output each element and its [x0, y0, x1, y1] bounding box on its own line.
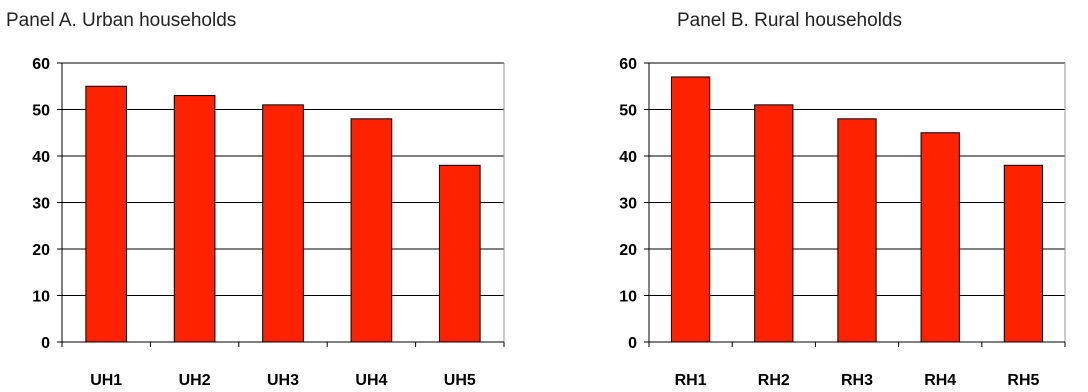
y-tick-label: 20: [619, 242, 637, 259]
y-tick-label: 0: [628, 335, 637, 352]
y-tick-label: 30: [32, 196, 50, 213]
bar-rh4: [920, 132, 960, 343]
bar-uh3: [262, 104, 304, 343]
y-tick-label: 20: [32, 242, 50, 259]
y-tick-label: 40: [619, 149, 637, 166]
panel-rural-households: Panel B. Rural households 0 10 20 30 40 50 60 R…: [619, 10, 1066, 389]
x-tick-label: RH5: [1007, 372, 1039, 389]
bar-rh5: [1003, 164, 1044, 343]
x-tick-label: RH4: [924, 372, 956, 389]
x-tick-label: RH1: [675, 372, 707, 389]
panel-title: Panel B. Rural households: [677, 10, 902, 31]
x-tick-label: UH3: [267, 372, 299, 389]
x-tick-label: RH3: [841, 372, 873, 389]
y-tick-label: 10: [619, 289, 637, 306]
y-tick-label: 50: [619, 103, 637, 120]
x-tick-label: UH1: [90, 372, 122, 389]
bar-rh2: [754, 104, 794, 343]
bar-uh4: [350, 118, 393, 343]
x-tick-label: RH2: [758, 372, 790, 389]
y-tick-label: 0: [41, 335, 50, 352]
bar-rh1: [670, 76, 711, 343]
y-tick-label: 60: [32, 56, 50, 73]
y-tick-label: 30: [619, 196, 637, 213]
y-tick-label: 10: [32, 289, 50, 306]
bar-uh2: [173, 95, 216, 343]
x-tick-label: UH4: [355, 372, 387, 389]
panel-urban-households: Panel A. Urban households 0 10 20 30 40 50 60 U…: [6, 10, 505, 389]
panel-title: Panel A. Urban households: [6, 10, 236, 31]
y-tick-label: 50: [32, 103, 50, 120]
y-tick-label: 60: [619, 56, 637, 73]
x-tick-label: UH2: [179, 372, 211, 389]
bar-uh1: [85, 85, 128, 343]
bar-uh5: [438, 164, 481, 343]
y-tick-label: 40: [32, 149, 50, 166]
bar-rh3: [837, 118, 877, 343]
x-tick-label: UH5: [444, 372, 476, 389]
